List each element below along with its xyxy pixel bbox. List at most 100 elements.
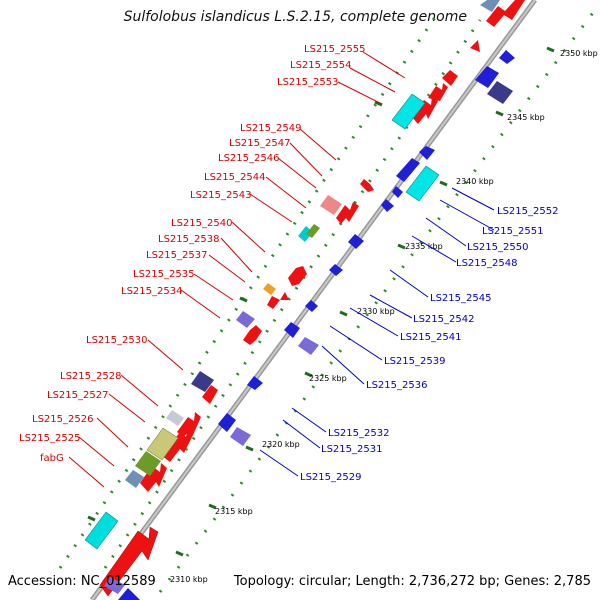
gene-label: LS215_2528 <box>60 371 121 382</box>
forward-genes <box>99 0 525 597</box>
gene-arrow <box>99 526 159 597</box>
gene-label: LS215_2550 <box>467 242 528 253</box>
gene-box-cyan <box>84 511 119 550</box>
gene-arrow <box>177 412 201 437</box>
gene-label: LS215_2551 <box>482 226 543 237</box>
reverse-genes <box>118 50 515 600</box>
genome-backbone <box>89 0 538 600</box>
gene-arrow <box>428 83 448 101</box>
gene-arrow <box>411 96 438 124</box>
gene-label: LS215_2527 <box>47 390 108 401</box>
gene-box-violet <box>104 577 125 594</box>
gene-box-pink <box>320 195 342 215</box>
gene-arrow <box>118 588 140 600</box>
gene-arrow <box>140 463 167 492</box>
gene-box-green <box>135 451 161 476</box>
scale-label: 2335 kbp <box>405 242 443 251</box>
gene-label: LS215_2531 <box>321 444 382 455</box>
gene-arrow <box>396 158 420 182</box>
scale-labels: 2310 kbp 2315 kbp 2320 kbp 2325 kbp 2330… <box>170 49 598 584</box>
gene-label: LS215_2545 <box>430 293 491 304</box>
gene-arrow <box>305 300 318 312</box>
gene-arrow <box>162 428 194 462</box>
gene-label: LS215_2547 <box>229 138 290 149</box>
gene-label: LS215_2544 <box>204 172 265 183</box>
gene-arrow <box>280 292 289 300</box>
gene-label: LS215_2538 <box>158 234 219 245</box>
genome-title: Sulfolobus islandicus L.S.2.15, complete… <box>123 9 467 25</box>
gene-arrow <box>470 40 480 52</box>
gene-label: LS215_2526 <box>32 414 93 425</box>
gene-arrow <box>218 413 236 432</box>
scale-label: 2325 kbp <box>309 374 347 383</box>
accession-text: Accession: NC_012589 <box>8 574 156 589</box>
gene-box-cyan <box>405 165 440 202</box>
gene-label: LS215_2539 <box>384 356 445 367</box>
gene-features <box>84 0 525 600</box>
gene-label: LS215_2554 <box>290 60 351 71</box>
gene-box-steel <box>480 0 500 12</box>
gene-box-violet <box>236 311 255 328</box>
gene-box-violet <box>230 427 251 446</box>
gene-arrow <box>267 296 280 309</box>
gene-arrow <box>202 385 218 404</box>
gene-label: LS215_2542 <box>413 314 474 325</box>
gene-box-cyan <box>391 93 426 130</box>
gene-label: LS215_2534 <box>121 286 182 297</box>
scale-label: 2310 kbp <box>170 575 208 584</box>
gene-box-lightgray <box>166 410 184 426</box>
gene-label: LS215_2546 <box>218 153 279 164</box>
gene-labels-bottom: LS215_2552 LS215_2551 LS215_2550 LS215_2… <box>300 206 558 483</box>
gene-label: fabG <box>40 453 64 464</box>
gene-label: LS215_2548 <box>456 258 517 269</box>
gene-arrow <box>243 325 262 345</box>
gene-arrow <box>284 322 300 338</box>
gene-label: LS215_2525 <box>19 433 80 444</box>
gene-box-steel <box>125 470 144 488</box>
gene-arrow <box>329 264 343 276</box>
gene-box-olive <box>306 224 320 238</box>
gene-labels-top: LS215_2555 LS215_2554 LS215_2553 LS215_2… <box>19 44 365 464</box>
scale-label: 2340 kbp <box>456 177 494 186</box>
gene-label: LS215_2555 <box>304 44 365 55</box>
gene-label: LS215_2552 <box>497 206 558 217</box>
gene-box-violet <box>298 337 319 355</box>
gene-arrow <box>499 50 515 64</box>
gene-arrow <box>392 186 403 198</box>
gene-label: LS215_2537 <box>146 250 207 261</box>
gene-label: LS215_2530 <box>86 335 147 346</box>
scale-label: 2320 kbp <box>262 440 300 449</box>
gene-box-orange <box>263 283 276 295</box>
scale-ticks <box>87 46 555 557</box>
gene-arrow <box>288 266 307 286</box>
gene-label: LS215_2549 <box>240 123 301 134</box>
colored-boxes <box>84 0 513 594</box>
gene-arrow <box>381 199 394 212</box>
gene-box-navy <box>487 81 513 104</box>
label-leaders <box>68 51 495 488</box>
gene-label: LS215_2529 <box>300 472 361 483</box>
gene-box-olive <box>146 427 179 461</box>
gene-arrow <box>336 202 359 224</box>
gene-label: LS215_2535 <box>133 269 194 280</box>
gene-arrow <box>475 66 499 88</box>
gene-label: LS215_2540 <box>171 218 232 229</box>
gene-label: LS215_2553 <box>277 77 338 88</box>
gene-label: LS215_2536 <box>366 380 427 391</box>
gene-arrow <box>348 234 364 249</box>
gene-label: LS215_2541 <box>400 332 461 343</box>
gene-arrow <box>419 146 435 160</box>
scale-label: 2345 kbp <box>507 113 545 122</box>
gene-arrow <box>442 70 458 86</box>
scale-label: 2330 kbp <box>357 307 395 316</box>
gene-arrow <box>247 376 263 390</box>
gene-arrow <box>486 0 525 27</box>
scale-label: 2315 kbp <box>215 507 253 516</box>
genome-info-text: Topology: circular; Length: 2,736,272 bp… <box>233 574 591 589</box>
gene-arrow <box>360 179 374 192</box>
gene-label: LS215_2532 <box>328 428 389 439</box>
gene-label: LS215_2543 <box>190 190 251 201</box>
scale-label: 2350 kbp <box>560 49 598 58</box>
